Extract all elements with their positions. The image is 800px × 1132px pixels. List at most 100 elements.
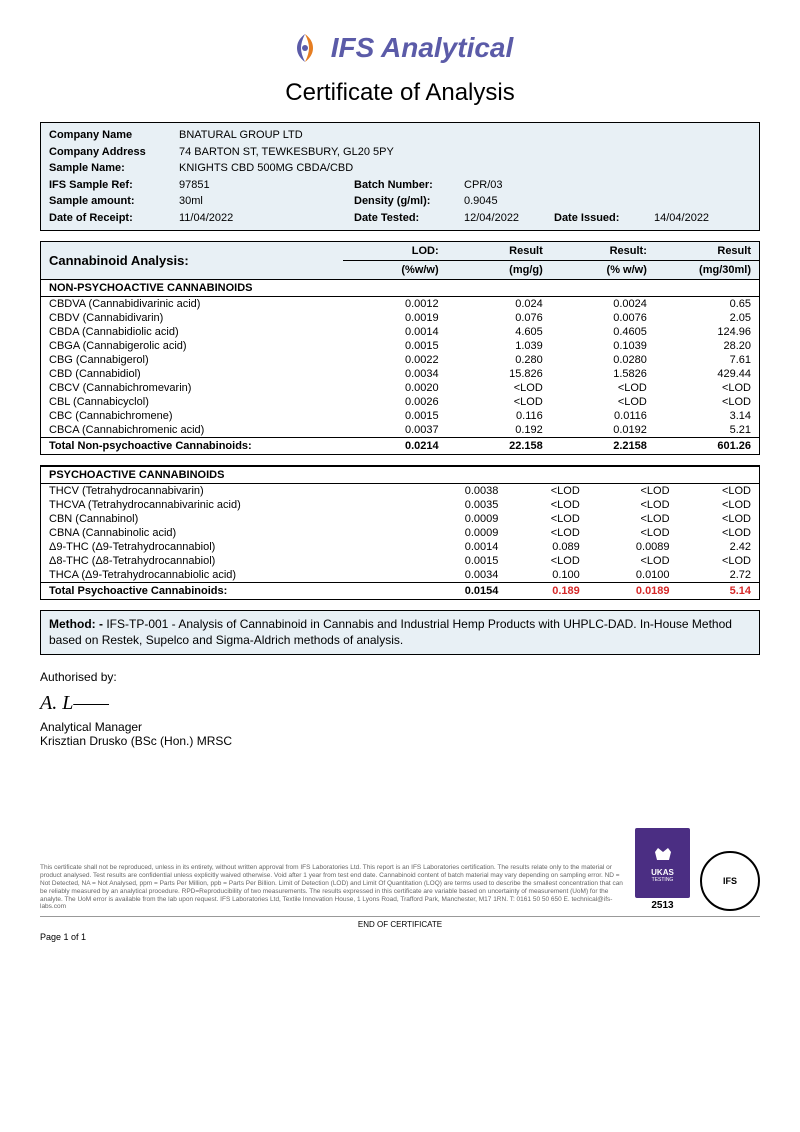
- cell: 0.192: [447, 423, 551, 438]
- cell: <LOD: [506, 526, 587, 540]
- cell: CBCV (Cannabichromevarin): [41, 381, 343, 395]
- receipt-value: 11/04/2022: [179, 210, 354, 227]
- cell: 0.0014: [343, 325, 447, 339]
- ifs-seal-icon: IFS: [723, 876, 737, 886]
- psycho-table: PSYCHOACTIVE CANNABINOIDSTHCV (Tetrahydr…: [40, 465, 760, 600]
- batch-value: CPR/03: [464, 177, 554, 194]
- cell: CBL (Cannabicyclol): [41, 395, 343, 409]
- cell: 28.20: [655, 339, 759, 353]
- amount-label: Sample amount:: [49, 193, 179, 210]
- cell: 0.0012: [343, 297, 447, 312]
- cell: 0.024: [447, 297, 551, 312]
- cell: <LOD: [678, 526, 759, 540]
- cell: CBGA (Cannabigerolic acid): [41, 339, 343, 353]
- cell: <LOD: [551, 381, 655, 395]
- table-row: CBGA (Cannabigerolic acid)0.00151.0390.1…: [41, 339, 759, 353]
- table-row: Δ8-THC (Δ8-Tetrahydrocannabiol)0.0015<LO…: [41, 554, 759, 568]
- col-r2-l2: (% w/w): [551, 261, 655, 280]
- total-cell: 0.0214: [343, 438, 447, 455]
- end-of-certificate: END OF CERTIFICATE: [40, 916, 760, 929]
- cell: 0.0019: [343, 311, 447, 325]
- table-row: THCV (Tetrahydrocannabivarin)0.0038<LOD<…: [41, 484, 759, 499]
- cell: 0.0116: [551, 409, 655, 423]
- cell: <LOD: [506, 484, 587, 499]
- cell: <LOD: [506, 554, 587, 568]
- table-row: CBNA (Cannabinolic acid)0.0009<LOD<LOD<L…: [41, 526, 759, 540]
- col-r3-l2: (mg/30ml): [655, 261, 759, 280]
- cell: 0.076: [447, 311, 551, 325]
- sample-name-value: KNIGHTS CBD 500MG CBDA/CBD: [179, 160, 751, 177]
- cell: 429.44: [655, 367, 759, 381]
- method-label: Method: -: [49, 617, 103, 631]
- cell: 2.42: [678, 540, 759, 554]
- cell: Δ9-THC (Δ9-Tetrahydrocannabiol): [41, 540, 417, 554]
- total-cell: 0.0189: [588, 583, 678, 600]
- company-address-value: 74 BARTON ST, TEWKESBURY, GL20 5PY: [179, 144, 751, 161]
- authorisation-section: Authorised by: A. L—— Analytical Manager…: [40, 670, 760, 748]
- cell: 0.0009: [417, 526, 507, 540]
- cell: <LOD: [447, 381, 551, 395]
- cell: CBD (Cannabidiol): [41, 367, 343, 381]
- issued-label: Date Issued:: [554, 210, 654, 227]
- total-cell: 5.14: [678, 583, 759, 600]
- sample-name-label: Sample Name:: [49, 160, 179, 177]
- cell: 0.0076: [551, 311, 655, 325]
- cell: <LOD: [678, 484, 759, 499]
- signature: A. L——: [40, 692, 760, 715]
- cell: <LOD: [588, 484, 678, 499]
- cell: <LOD: [588, 526, 678, 540]
- logo-header: IFS Analytical: [40, 30, 760, 69]
- cell: 0.0037: [343, 423, 447, 438]
- cell: 4.605: [447, 325, 551, 339]
- cell: <LOD: [655, 395, 759, 409]
- cell: <LOD: [447, 395, 551, 409]
- cell: THCV (Tetrahydrocannabivarin): [41, 484, 417, 499]
- cell: 0.0035: [417, 498, 507, 512]
- analysis-heading: Cannabinoid Analysis:: [41, 242, 343, 280]
- disclaimer-text: This certificate shall not be reproduced…: [40, 864, 625, 911]
- auth-name: Krisztian Drusko (BSc (Hon.) MRSC: [40, 734, 760, 748]
- tested-label: Date Tested:: [354, 210, 464, 227]
- cell: 0.116: [447, 409, 551, 423]
- total-cell: Total Psychoactive Cannabinoids:: [41, 583, 417, 600]
- company-name-label: Company Name: [49, 127, 179, 144]
- total-cell: 2.2158: [551, 438, 655, 455]
- cell: 0.0022: [343, 353, 447, 367]
- cell: CBC (Cannabichromene): [41, 409, 343, 423]
- page-number: Page 1 of 1: [40, 932, 760, 942]
- table-row: Δ9-THC (Δ9-Tetrahydrocannabiol)0.00140.0…: [41, 540, 759, 554]
- cell: <LOD: [678, 512, 759, 526]
- receipt-label: Date of Receipt:: [49, 210, 179, 227]
- cell: 0.4605: [551, 325, 655, 339]
- table-row: CBCV (Cannabichromevarin)0.0020<LOD<LOD<…: [41, 381, 759, 395]
- ukas-badge: UKAS TESTING 2513: [635, 828, 690, 911]
- auth-role: Analytical Manager: [40, 720, 760, 734]
- section-header-cell: PSYCHOACTIVE CANNABINOIDS: [41, 467, 759, 484]
- cell: 15.826: [447, 367, 551, 381]
- cell: CBDVA (Cannabidivarinic acid): [41, 297, 343, 312]
- ukas-number: 2513: [635, 900, 690, 911]
- cell: 1.5826: [551, 367, 655, 381]
- certificate-title: Certificate of Analysis: [40, 79, 760, 107]
- cell: 0.0014: [417, 540, 507, 554]
- density-value: 0.9045: [464, 193, 554, 210]
- cell: <LOD: [678, 554, 759, 568]
- cell: 0.65: [655, 297, 759, 312]
- col-r3-l1: Result: [655, 242, 759, 261]
- table-row: CBN (Cannabinol)0.0009<LOD<LOD<LOD: [41, 512, 759, 526]
- ifs-seal: IFS: [700, 851, 760, 911]
- issued-value: 14/04/2022: [654, 210, 709, 227]
- company-address-label: Company Address: [49, 144, 179, 161]
- cell: 0.0015: [417, 554, 507, 568]
- method-text: IFS-TP-001 - Analysis of Cannabinoid in …: [49, 617, 732, 647]
- total-row: Total Non-psychoactive Cannabinoids:0.02…: [41, 438, 759, 455]
- cell: 0.1039: [551, 339, 655, 353]
- cell: 124.96: [655, 325, 759, 339]
- cell: 0.0280: [551, 353, 655, 367]
- cell: <LOD: [588, 512, 678, 526]
- cell: 3.14: [655, 409, 759, 423]
- cell: CBDV (Cannabidivarin): [41, 311, 343, 325]
- cell: <LOD: [551, 395, 655, 409]
- col-r1-l2: (mg/g): [447, 261, 551, 280]
- sample-ref-label: IFS Sample Ref:: [49, 177, 179, 194]
